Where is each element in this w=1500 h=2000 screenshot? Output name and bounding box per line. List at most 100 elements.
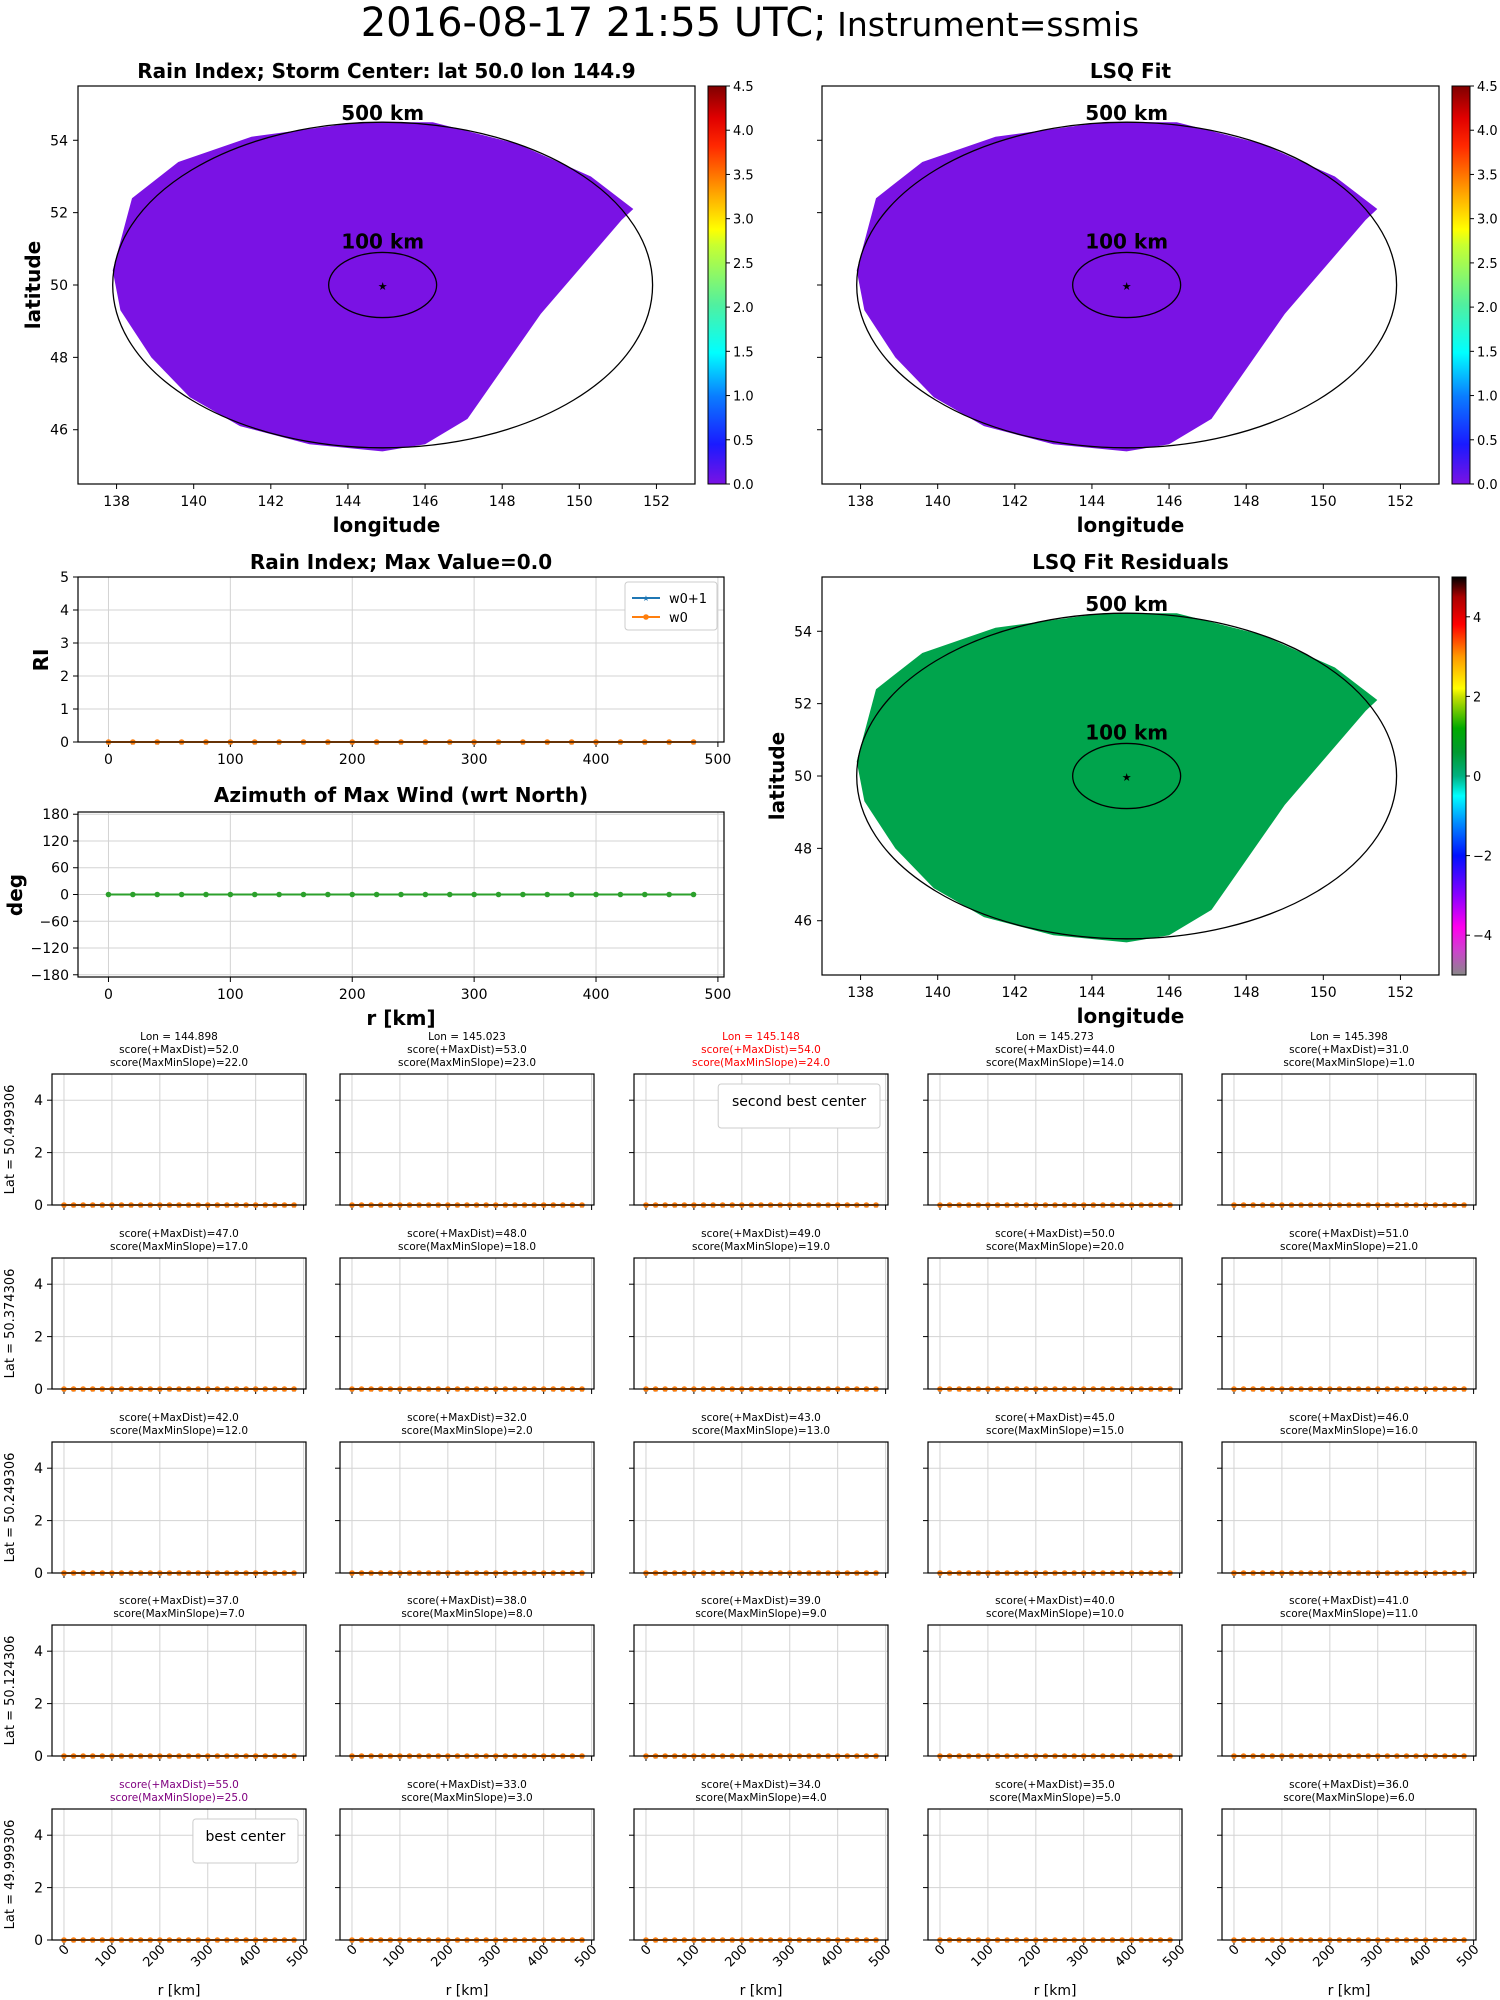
y-tick-label: 54 xyxy=(50,133,68,149)
axes-frame xyxy=(1221,1441,1477,1574)
panel-score-maxdist: score(+MaxDist)=35.0 xyxy=(995,1779,1115,1791)
colorbar-tick-label: −4 xyxy=(1473,929,1492,944)
axes-frame xyxy=(77,811,725,978)
ring-500km xyxy=(856,121,1398,449)
ring-label-100km: 100 km xyxy=(341,229,424,253)
panel-score-maxminslope: score(MaxMinSlope)=13.0 xyxy=(692,1425,830,1437)
data-point-azimuth xyxy=(203,891,209,898)
axes-frame xyxy=(339,1073,595,1206)
x-axis-label: r [km] xyxy=(446,1983,489,1999)
panel-score-maxdist: score(+MaxDist)=53.0 xyxy=(407,1044,527,1056)
x-tick-label: 152 xyxy=(643,494,670,510)
x-axis-label: r [km] xyxy=(1328,1983,1371,1999)
y-tick-label: 52 xyxy=(794,697,812,713)
x-axis-label: r [km] xyxy=(366,1006,435,1030)
x-tick-label: 500 xyxy=(572,1942,600,1970)
y-tick-label: 2 xyxy=(34,1881,43,1897)
colorbar-tick-label: 0.5 xyxy=(733,434,754,449)
candidate-panel: 0100200300400500★★★★★★★★★★★★★★★★★★★★★★★★… xyxy=(335,1779,600,1999)
x-tick-label: 200 xyxy=(339,987,366,1003)
candidate-panel: ★★★★★★★★★★★★★★★★★★★★★★★★★score(+MaxDist)… xyxy=(629,1412,889,1578)
legend-box xyxy=(192,1818,299,1864)
legend-star-icon: ★ xyxy=(642,594,649,603)
panel-lon-label: Lon = 145.273 xyxy=(1016,1031,1094,1043)
ring-label-500km: 500 km xyxy=(1085,592,1168,616)
storm-center-star-icon: ★ xyxy=(378,280,388,293)
plot-area xyxy=(634,1442,888,1573)
axes-frame xyxy=(77,576,725,743)
panel-score-maxdist: score(+MaxDist)=44.0 xyxy=(995,1044,1115,1056)
plot-area xyxy=(78,577,724,742)
panel-score-maxdist: score(+MaxDist)=51.0 xyxy=(1289,1228,1409,1240)
y-tick-label: 4 xyxy=(34,1644,43,1660)
data-point-azimuth xyxy=(446,891,453,898)
panel-score-maxminslope: score(MaxMinSlope)=17.0 xyxy=(110,1241,248,1253)
map-title: LSQ Fit Residuals xyxy=(1032,550,1229,574)
y-tick-label: −180 xyxy=(31,968,69,984)
colorbar-tick-label: 3.0 xyxy=(1477,213,1498,228)
candidate-panel: 0100200300400500★★★★★★★★★★★★★★★★★★★★★★★★… xyxy=(923,1779,1188,1999)
legend-label: best center xyxy=(206,1829,286,1845)
y-axis-label: latitude xyxy=(765,732,789,820)
x-tick-label: 0 xyxy=(104,752,113,768)
x-tick-label: 500 xyxy=(1454,1942,1482,1970)
x-tick-label: 500 xyxy=(866,1942,894,1970)
x-tick-label: 148 xyxy=(489,494,516,510)
data-point-azimuth xyxy=(154,891,161,898)
y-tick-label: 0 xyxy=(60,888,69,904)
x-tick-label: 200 xyxy=(1310,1942,1338,1970)
colorbar xyxy=(1451,576,1467,976)
map-title: LSQ Fit xyxy=(1090,59,1172,83)
panel-score-maxminslope: score(MaxMinSlope)=2.0 xyxy=(401,1425,532,1437)
map-title: Rain Index; Storm Center: lat 50.0 lon 1… xyxy=(137,59,635,83)
x-tick-label: 500 xyxy=(705,987,732,1003)
axes-frame xyxy=(1221,1257,1477,1390)
axes-frame xyxy=(927,1441,1183,1574)
y-tick-label: 120 xyxy=(42,834,69,850)
colorbar-tick-label: 2.5 xyxy=(1477,257,1498,272)
panel-score-maxdist: score(+MaxDist)=55.0 xyxy=(119,1779,239,1791)
candidate-panel: 024★★★★★★★★★★★★★★★★★★★★★★★★★score(+MaxDi… xyxy=(3,1595,307,1765)
ring-100km xyxy=(1072,742,1182,810)
data-point-azimuth xyxy=(325,891,331,898)
x-axis-label: longitude xyxy=(1077,1004,1185,1028)
x-tick-label: 200 xyxy=(1016,1942,1044,1970)
candidate-panel: ★★★★★★★★★★★★★★★★★★★★★★★★★score(+MaxDist)… xyxy=(1217,1228,1477,1394)
data-point-azimuth xyxy=(544,891,551,898)
data-point-azimuth xyxy=(398,891,404,898)
x-axis-label: r [km] xyxy=(1034,1983,1077,1999)
x-tick-label: 140 xyxy=(924,985,951,1001)
x-tick-label: 142 xyxy=(1001,494,1028,510)
colorbar-tick-label: 0 xyxy=(1473,770,1481,785)
y-tick-label: 5 xyxy=(60,570,69,586)
panel-score-maxdist: score(+MaxDist)=50.0 xyxy=(995,1228,1115,1240)
plot-area xyxy=(1222,1442,1476,1573)
panel-score-maxdist: score(+MaxDist)=49.0 xyxy=(701,1228,821,1240)
row-lat-label: Lat = 50.124306 xyxy=(3,1636,18,1746)
x-tick-label: 150 xyxy=(1310,494,1337,510)
x-tick-label: 400 xyxy=(524,1942,552,1970)
y-axis-label: deg xyxy=(3,874,27,916)
y-axis-label: latitude xyxy=(21,241,45,329)
y-tick-label: 4 xyxy=(34,1828,43,1844)
x-axis-label: r [km] xyxy=(158,1983,201,1999)
swath-fill xyxy=(856,122,1378,452)
panel-score-maxdist: score(+MaxDist)=45.0 xyxy=(995,1412,1115,1424)
map-panel-lsq-residuals-map: 500 km 100 km ★ 138 140 142 144 146 148 150 152 46 4… xyxy=(765,550,1492,1028)
colorbar-tick-label: 0.5 xyxy=(1477,434,1498,449)
ring-100km xyxy=(328,251,438,319)
y-tick-label: 48 xyxy=(50,350,68,366)
y-tick-label: 1 xyxy=(60,702,69,718)
x-tick-label: 200 xyxy=(722,1942,750,1970)
x-tick-label: 140 xyxy=(180,494,207,510)
x-tick-label: 500 xyxy=(284,1942,312,1970)
panel-score-maxminslope: score(MaxMinSlope)=4.0 xyxy=(695,1792,826,1804)
data-point-azimuth xyxy=(520,891,526,898)
x-tick-label: 138 xyxy=(847,494,874,510)
panel-score-maxminslope: score(MaxMinSlope)=20.0 xyxy=(986,1241,1124,1253)
x-tick-label: 138 xyxy=(847,985,874,1001)
axes-frame xyxy=(633,1257,889,1390)
legend-entry: w0 xyxy=(669,611,688,626)
candidate-panel: ★★★★★★★★★★★★★★★★★★★★★★★★★score(+MaxDist)… xyxy=(629,1595,889,1761)
x-tick-label: 400 xyxy=(818,1942,846,1970)
